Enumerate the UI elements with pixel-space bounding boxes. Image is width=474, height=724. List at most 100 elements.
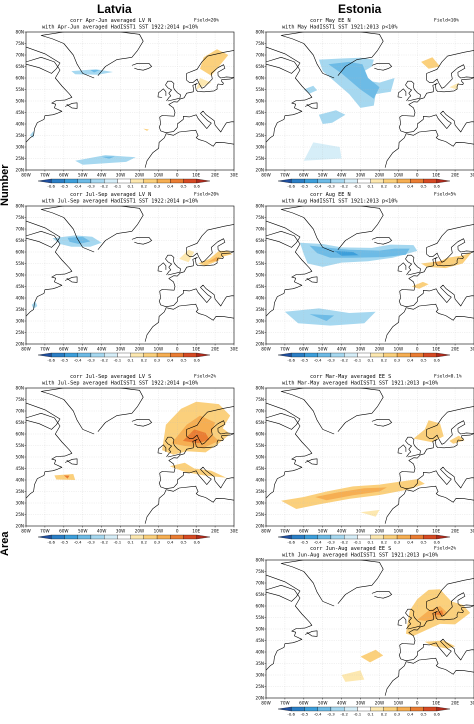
coastline-greenland [40, 32, 144, 79]
colorbar-swatch [196, 178, 211, 184]
lon-label: 10W [394, 173, 403, 178]
lat-label: 80N [16, 30, 24, 35]
coastline-britain [165, 80, 181, 102]
lat-label: 20N [16, 168, 24, 173]
correlation-patch [421, 57, 440, 69]
lat-label: 35N [16, 489, 24, 494]
coastline-europe [159, 406, 234, 489]
lon-label: 20E [451, 347, 459, 352]
lat-label: 65N [256, 420, 264, 425]
panel-title: corr May EE N [310, 18, 351, 24]
lat-label: 65N [256, 592, 264, 597]
lat-label: 40N [16, 478, 24, 483]
colorbar-swatch [317, 534, 332, 540]
lat-label: 65N [256, 64, 264, 69]
map-panel-lv-number-apr-jun: corr Apr-Jun averaged LV N Field<20% with … [4, 16, 240, 192]
lat-label: 70N [16, 227, 24, 232]
correlation-patch [207, 256, 219, 263]
coastline-baffin [26, 402, 61, 430]
lon-label: 20E [211, 347, 219, 352]
colorbar-swatch [357, 534, 371, 540]
colorbar-swatch [357, 352, 371, 358]
colorbar-label: -0.5 [61, 358, 69, 363]
lat-label: 80N [16, 204, 24, 209]
colorbar-label: 0.2 [381, 358, 388, 363]
map-panel-ee-area-mar-may: corr Mar-May averaged EE S Field<0.1% with… [244, 372, 474, 548]
colorbar-swatch [383, 534, 398, 540]
correlation-patch [315, 487, 387, 501]
coastline-northAmerica [266, 56, 313, 143]
colorbar-label: 0.5 [420, 184, 427, 189]
lat-label: 80N [256, 386, 264, 391]
map-panel-ee-number-aug: corr Aug EE N Field<5% with Aug HadISST1 S… [244, 190, 474, 366]
colorbar-swatch [117, 352, 131, 358]
lat-label: 25N [256, 512, 264, 517]
lat-label: 25N [256, 684, 264, 689]
colorbar-swatch [370, 706, 384, 712]
lat-label: 30N [16, 501, 24, 506]
lat-label: 30N [256, 673, 264, 678]
lon-label: 40W [337, 701, 346, 706]
colorbar-label: 0.3 [394, 184, 401, 189]
lat-label: 75N [16, 397, 24, 402]
lon-label: 10E [192, 529, 200, 534]
lat-label: 35N [256, 489, 264, 494]
column-header-latvia: Latvia [97, 2, 132, 16]
colorbar-label: 0.3 [394, 358, 401, 363]
lat-label: 50N [256, 273, 264, 278]
lat-label: 55N [256, 443, 264, 448]
lat-label: 30N [256, 501, 264, 506]
colorbar-swatch [357, 706, 371, 712]
coastline-iceland [371, 62, 392, 71]
lon-label: 50W [318, 347, 327, 352]
lat-label: 35N [16, 307, 24, 312]
colorbar-label: 0.5 [420, 712, 427, 717]
colorbar-swatch [156, 352, 171, 358]
colorbar-swatch [170, 352, 184, 358]
coastline-europe [399, 578, 474, 661]
coastline-ireland [157, 444, 167, 454]
colorbar-swatch [317, 706, 332, 712]
lon-label: 0 [416, 701, 419, 706]
coastline-africa [384, 129, 474, 168]
colorbar-label: -0.6 [287, 184, 295, 189]
lat-label: 60N [256, 76, 264, 81]
lon-label: 40W [97, 173, 106, 178]
correlation-patch [411, 281, 429, 289]
lat-label: 25N [16, 156, 24, 161]
colorbar-swatch [277, 352, 292, 358]
colorbar-label: -0.5 [301, 540, 309, 545]
lat-label: 40N [256, 478, 264, 483]
correlation-patch [182, 429, 210, 444]
colorbar-swatch [410, 178, 424, 184]
colorbar-swatch [396, 178, 411, 184]
colorbar-label: -0.6 [287, 712, 295, 717]
lat-label: 45N [16, 110, 24, 115]
colorbar-label: 0.1 [368, 540, 375, 545]
panel-title: corr Jun-Aug averaged EE S [310, 546, 391, 552]
lat-label: 65N [256, 238, 264, 243]
correlation-patch [90, 70, 100, 73]
lon-label: 50W [318, 701, 327, 706]
lon-label: 0 [416, 173, 419, 178]
lon-label: 30W [116, 347, 125, 352]
colorbar-label: 0.3 [154, 184, 161, 189]
coastline-africa [384, 303, 474, 342]
colorbar-label: 0.3 [394, 540, 401, 545]
coastline-africa [144, 129, 234, 168]
field-significance: Field<20% [194, 18, 219, 24]
lon-label: 10W [394, 347, 403, 352]
correlation-patch [449, 82, 459, 90]
panel-subtitle: with May HadISST1 SST 1921:2013 p<10% [282, 25, 398, 31]
lon-label: 0 [176, 173, 179, 178]
colorbar-label: -0.1 [114, 358, 122, 363]
lat-label: 40N [256, 650, 264, 655]
lon-label: 70W [40, 173, 49, 178]
lat-label: 50N [16, 99, 24, 104]
colorbar-label: -0.3 [87, 358, 95, 363]
colorbar-label: -0.1 [354, 358, 362, 363]
colorbar-swatch [410, 534, 424, 540]
lon-label: 60W [59, 347, 68, 352]
colorbar-label: -0.3 [87, 184, 95, 189]
colorbar-swatch [436, 706, 451, 712]
